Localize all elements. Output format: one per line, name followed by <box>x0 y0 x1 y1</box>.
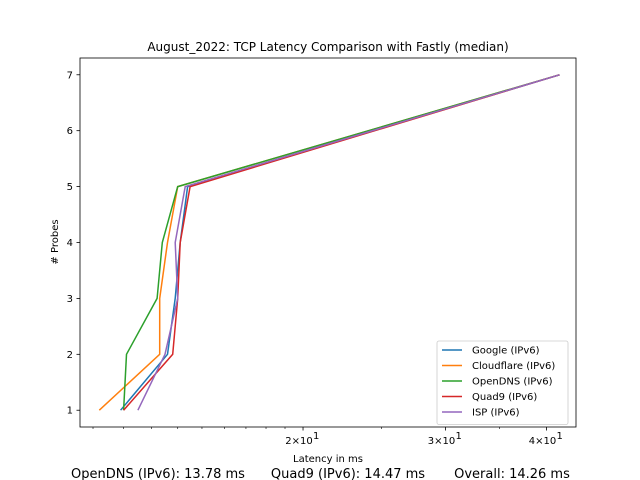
footer-opendns-stat: OpenDNS (IPv6): 13.78 ms <box>71 467 245 480</box>
y-tick-label: 3 <box>67 294 73 305</box>
series-line-4 <box>137 74 560 411</box>
y-tick-label: 7 <box>67 70 73 81</box>
legend-label: OpenDNS (IPv6) <box>472 377 553 388</box>
y-tick-label: 5 <box>67 182 73 193</box>
series-lines <box>98 74 560 411</box>
x-tick-label: 3×10 <box>428 436 455 447</box>
x-tick-exponent: 1 <box>557 431 563 442</box>
x-axis-label: Latency in ms <box>293 454 363 465</box>
y-tick-label: 4 <box>67 238 73 249</box>
x-tick-exponent: 1 <box>313 431 319 442</box>
legend-label: Quad9 (IPv6) <box>472 392 537 403</box>
footer-overall-stat: Overall: 14.26 ms <box>454 467 570 480</box>
y-tick-label: 2 <box>67 350 73 361</box>
x-tick-exponent: 1 <box>455 431 461 442</box>
y-tick-label: 1 <box>67 406 73 417</box>
x-axis-ticks: 2×10 1 3×10 1 4×10 1 <box>92 427 563 447</box>
legend-label: Google (IPv6) <box>472 346 540 357</box>
legend-box <box>436 340 569 425</box>
legend-label: ISP (IPv6) <box>472 408 520 419</box>
series-line-3 <box>123 74 560 411</box>
footer-stats: OpenDNS (IPv6): 13.78 ms Quad9 (IPv6): 1… <box>71 467 570 480</box>
series-line-2 <box>122 74 560 411</box>
x-tick-label: 2×10 <box>285 436 312 447</box>
footer-quad9-stat: Quad9 (IPv6): 14.47 ms <box>271 467 425 480</box>
y-axis-label: # Probes <box>50 219 61 264</box>
legend-label: Cloudflare (IPv6) <box>472 361 555 372</box>
y-axis-ticks: 1 2 3 4 5 6 7 <box>67 70 80 417</box>
chart-title: August_2022: TCP Latency Comparison with… <box>147 40 508 54</box>
legend: Google (IPv6) Cloudflare (IPv6) OpenDNS (I… <box>436 340 569 425</box>
y-tick-label: 6 <box>67 126 73 137</box>
x-tick-label: 4×10 <box>529 436 556 447</box>
